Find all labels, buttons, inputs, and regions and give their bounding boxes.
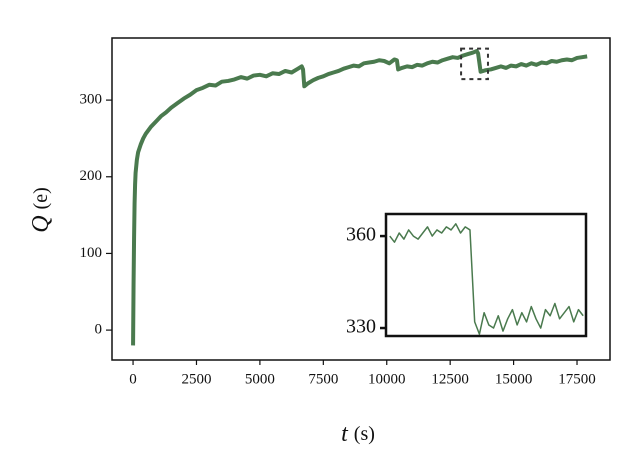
y-axis-label: Q (e) bbox=[28, 187, 54, 233]
x-tick-label: 17500 bbox=[558, 371, 596, 387]
y-tick-label: 200 bbox=[80, 168, 103, 184]
x-axis-label: t (s) bbox=[341, 421, 375, 447]
y-label-unit: (e) bbox=[30, 187, 52, 209]
x-label-symbol: t bbox=[341, 421, 349, 447]
x-tick-label: 0 bbox=[129, 371, 137, 387]
y-tick-label: 360 bbox=[346, 224, 376, 246]
zoom-box bbox=[460, 47, 489, 81]
x-tick-label: 12500 bbox=[431, 371, 469, 387]
y-tick-label: 300 bbox=[80, 92, 103, 108]
x-tick-label: 15000 bbox=[495, 371, 533, 387]
x-tick-label: 2500 bbox=[181, 371, 211, 387]
y-tick-label: 100 bbox=[80, 245, 103, 261]
x-tick-label: 5000 bbox=[245, 371, 275, 387]
x-tick-label: 7500 bbox=[308, 371, 338, 387]
inset-frame bbox=[384, 212, 588, 338]
inset-line bbox=[389, 223, 584, 335]
x-tick-label: 10000 bbox=[368, 371, 406, 387]
y-tick-label: 330 bbox=[346, 316, 376, 338]
main-line bbox=[131, 49, 588, 346]
y-label-symbol: Q bbox=[28, 215, 54, 232]
main-frame bbox=[111, 37, 611, 361]
x-label-unit: (s) bbox=[354, 423, 375, 445]
y-tick-label: 0 bbox=[95, 322, 103, 338]
